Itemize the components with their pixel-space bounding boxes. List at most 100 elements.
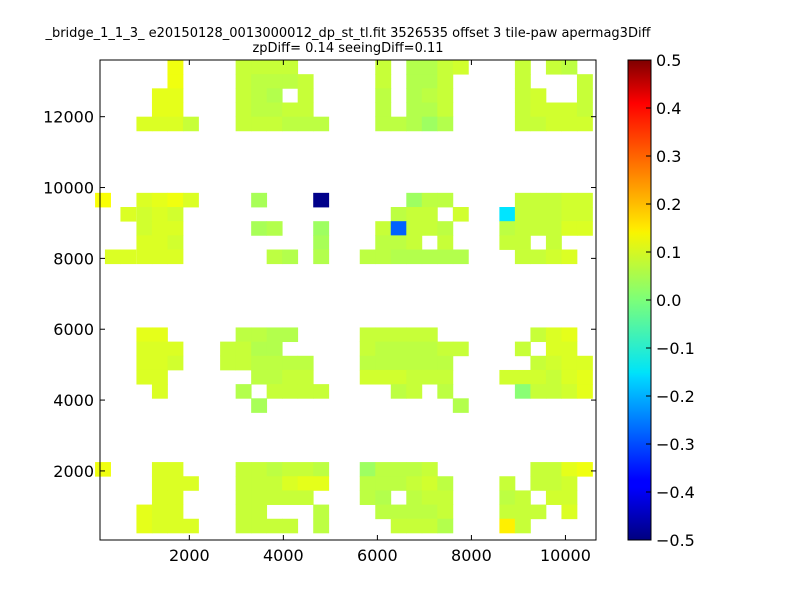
heatmap-cell [251, 74, 268, 89]
colorbar-tick-label: −0.1 [656, 339, 695, 358]
heatmap-cell [514, 369, 531, 385]
heatmap-cell [406, 60, 423, 75]
heatmap-cell [437, 192, 454, 208]
heatmap-cell [437, 518, 454, 534]
heatmap-cell [530, 462, 547, 477]
heatmap-cell [251, 398, 268, 413]
heatmap-cell [406, 116, 423, 132]
heatmap-cell [266, 518, 283, 534]
heatmap-cell [545, 116, 562, 132]
heatmap-cell [313, 192, 330, 208]
heatmap-cell [104, 249, 121, 265]
heatmap-cell [266, 221, 283, 236]
heatmap-cell [266, 88, 283, 103]
heatmap-cell [151, 384, 168, 399]
heatmap-cell [530, 102, 547, 118]
heatmap-cell [545, 462, 562, 477]
heatmap-cell [251, 341, 268, 357]
colorbar-tick-label: 0.2 [656, 195, 681, 214]
heatmap-cell [282, 355, 299, 371]
heatmap-cell [282, 60, 299, 75]
heatmap-cell [220, 341, 237, 357]
y-tick-label: 4000 [53, 391, 94, 410]
colorbar-tick-label: −0.3 [656, 435, 695, 454]
heatmap-cell [167, 235, 184, 250]
heatmap-cell [514, 102, 531, 118]
heatmap-cell [406, 355, 423, 371]
heatmap-cell [514, 60, 531, 75]
heatmap-cell [530, 116, 547, 132]
heatmap-cell [151, 369, 168, 385]
heatmap-cell [266, 327, 283, 343]
heatmap-cell [95, 192, 111, 208]
heatmap-cell [136, 235, 153, 250]
heatmap-cell [282, 518, 299, 534]
x-tick-label: 6000 [357, 546, 398, 565]
heatmap-cell [167, 462, 184, 477]
heatmap-cell [576, 355, 593, 371]
heatmap-cell [297, 369, 314, 385]
heatmap-cell [421, 60, 438, 75]
heatmap-cell [561, 60, 578, 75]
heatmap-cell [297, 384, 314, 399]
heatmap-cell [251, 518, 268, 534]
heatmap-cell [375, 341, 392, 357]
heatmap-cell [167, 192, 184, 208]
heatmap-cell [359, 369, 376, 385]
heatmap-cell [359, 327, 376, 343]
heatmap-cell [282, 462, 299, 477]
heatmap-cell [514, 504, 531, 520]
heatmap-cell [151, 221, 168, 236]
chart-title: _bridge_1_1_3_ e20150128_0013000012_dp_s… [44, 26, 651, 41]
heatmap-cell [390, 476, 407, 491]
heatmap-cell [136, 207, 153, 222]
heatmap-cell [235, 355, 252, 371]
heatmap-cell [375, 249, 392, 265]
heatmap-cell [499, 221, 516, 236]
heatmap-cell [251, 88, 268, 103]
heatmap-cell [530, 88, 547, 103]
heatmap-cell [437, 60, 454, 75]
heatmap-cell [266, 60, 283, 75]
heatmap-cell [530, 369, 547, 385]
heatmap-cell [421, 249, 438, 265]
y-tick-label: 6000 [53, 320, 94, 339]
heatmap-cell [375, 490, 392, 505]
y-tick-label: 10000 [43, 179, 94, 198]
heatmap-cell [406, 327, 423, 343]
heatmap-cell [406, 221, 423, 236]
heatmap-cell [561, 341, 578, 357]
heatmap-cell [421, 355, 438, 371]
heatmap-cell [406, 207, 423, 222]
heatmap-cell [251, 192, 268, 208]
heatmap-cell [514, 192, 531, 208]
heatmap-cell [375, 60, 392, 75]
heatmap-cell [545, 60, 562, 75]
heatmap-cell [251, 369, 268, 385]
heatmap-cell [499, 235, 516, 250]
heatmap-cell [390, 341, 407, 357]
heatmap-cell [499, 490, 516, 505]
heatmap-cell [514, 88, 531, 103]
heatmap-cell [266, 384, 283, 399]
colorbar-ticks: 0.5 0.4 0.3 0.2 0.1 0.0 −0.1 −0.2 −0.3 −0.4 −0.5 [646, 51, 695, 550]
heatmap-cell [545, 235, 562, 250]
heatmap-cell [297, 88, 314, 103]
heatmap-cell [421, 462, 438, 477]
heatmap-cell [545, 102, 562, 118]
heatmap-cell [313, 221, 330, 236]
heatmap-cell [576, 207, 593, 222]
heatmap-cell [390, 327, 407, 343]
heatmap-cell [151, 192, 168, 208]
heatmap-cell [576, 221, 593, 236]
heatmap-cell [421, 504, 438, 520]
heatmap-cell [421, 74, 438, 89]
heatmap-cell [375, 88, 392, 103]
heatmap-cell [136, 355, 153, 371]
heatmap-cell [545, 221, 562, 236]
colorbar-tick-label: 0.5 [656, 51, 681, 70]
heatmap-cell [151, 476, 168, 491]
heatmap-cell [406, 192, 423, 208]
heatmap-cell [561, 207, 578, 222]
heatmap-cell [499, 518, 516, 534]
